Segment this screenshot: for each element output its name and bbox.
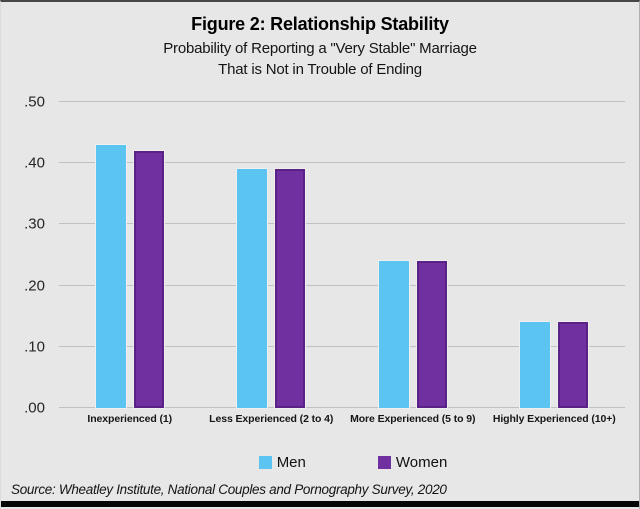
gridline [59, 407, 625, 408]
figure-subtitle-line2: That is Not in Trouble of Ending [218, 61, 422, 78]
gridline [59, 345, 625, 347]
bar-women-2 [275, 169, 306, 408]
legend-item-men: Men [258, 454, 306, 471]
source-note: Source: Wheatley Institute, National Cou… [11, 482, 447, 497]
bars-row [59, 102, 625, 408]
gridline [59, 223, 625, 225]
y-tick-label: .10 [24, 338, 45, 356]
bar-women-3 [416, 261, 447, 408]
x-axis-labels: Inexperienced (1) Less Experienced (2 to … [59, 413, 625, 425]
gridline [59, 162, 625, 164]
x-tick-label: Less Experienced (2 to 4) [209, 413, 334, 425]
legend-label-men: Men [276, 454, 306, 471]
bar-men-4 [520, 322, 551, 408]
x-tick-label: More Experienced (5 to 9) [350, 413, 476, 425]
legend: Men Women [1, 454, 639, 471]
y-tick-label: .50 [24, 93, 45, 111]
x-tick-label: Inexperienced (1) [87, 413, 173, 425]
legend-item-women: Women [377, 454, 448, 471]
legend-swatch-women [377, 456, 391, 469]
legend-label-women: Women [395, 454, 448, 471]
bar-men-2 [237, 169, 268, 408]
gridline [59, 101, 625, 102]
y-tick-label: .20 [24, 277, 45, 295]
y-tick-label: .40 [24, 154, 45, 172]
bar-women-4 [558, 322, 589, 408]
figure-title: Figure 2: Relationship Stability [191, 14, 449, 34]
gridline [59, 284, 625, 286]
plot-area [59, 101, 625, 408]
bar-group-1 [59, 102, 201, 408]
y-axis: .00 .10 .20 .30 .40 .50 [1, 95, 51, 416]
figure-bottom-rule [1, 501, 639, 507]
bar-men-1 [95, 144, 126, 408]
bar-men-3 [378, 261, 409, 408]
bar-women-1 [133, 150, 164, 408]
figure-subtitle-line1: Probability of Reporting a "Very Stable"… [163, 40, 477, 57]
y-tick-label: .00 [24, 399, 45, 417]
bar-group-2 [201, 102, 343, 408]
x-tick-label: Highly Experienced (10+) [492, 413, 616, 425]
bar-group-4 [484, 102, 626, 408]
legend-swatch-men [258, 456, 272, 469]
bar-group-3 [342, 102, 484, 408]
y-tick-label: .30 [24, 215, 45, 233]
